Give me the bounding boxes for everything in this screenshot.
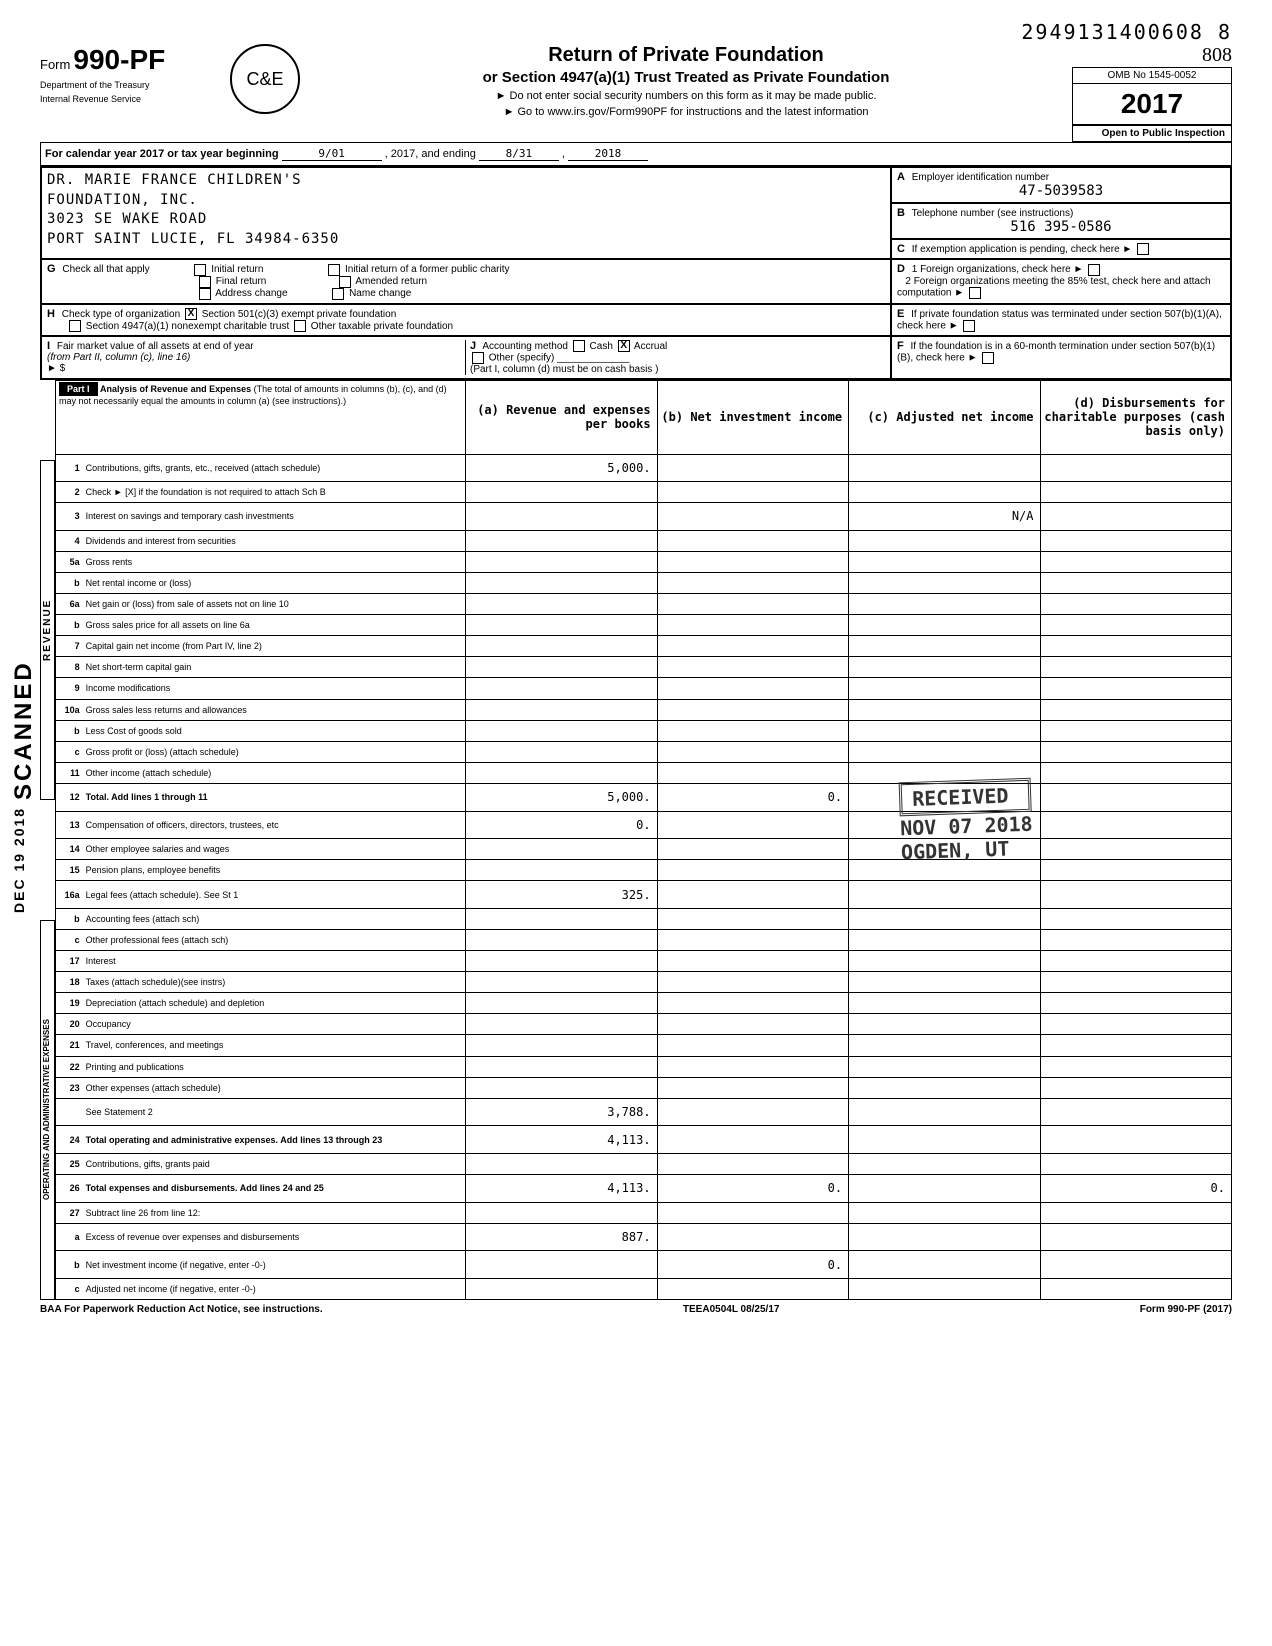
exemption-label: If exemption application is pending, che… — [912, 244, 1120, 255]
initial-return-checkbox[interactable] — [194, 264, 206, 276]
table-row: 11Other income (attach schedule) — [56, 762, 1232, 783]
table-row: 4Dividends and interest from securities — [56, 530, 1232, 551]
table-row: bAccounting fees (attach sch) — [56, 908, 1232, 929]
table-row: cOther professional fees (attach sch) — [56, 929, 1232, 950]
foreign-org-checkbox[interactable] — [1088, 264, 1100, 276]
other-method-checkbox[interactable] — [472, 352, 484, 364]
table-row: cAdjusted net income (if negative, enter… — [56, 1278, 1232, 1300]
table-row: 13Compensation of officers, directors, t… — [56, 811, 1232, 839]
table-row: 26Total expenses and disbursements. Add … — [56, 1175, 1232, 1203]
tracking-number: 2949131400608 8 — [40, 20, 1232, 44]
table-row: aExcess of revenue over expenses and dis… — [56, 1223, 1232, 1251]
inspection-notice: Open to Public Inspection — [1072, 125, 1232, 142]
table-row: 14Other employee salaries and wages — [56, 839, 1232, 860]
footer-mid: TEEA0504L 08/25/17 — [683, 1304, 780, 1315]
admin-side-label: OPERATING AND ADMINISTRATIVE EXPENSES — [40, 920, 55, 1300]
warning-2: ► Go to www.irs.gov/Form990PF for instru… — [310, 106, 1062, 118]
scanned-stamp: SCANNED — [10, 620, 55, 800]
table-row: 23Other expenses (attach schedule) — [56, 1077, 1232, 1098]
table-row: 12Total. Add lines 1 through 115,000.0. — [56, 783, 1232, 811]
warning-1: ► Do not enter social security numbers o… — [310, 90, 1062, 102]
table-row: 27Subtract line 26 from line 12: — [56, 1202, 1232, 1223]
final-return-checkbox[interactable] — [199, 276, 211, 288]
col-a-header: (a) Revenue and expenses per books — [466, 381, 657, 454]
terminated-checkbox[interactable] — [963, 320, 975, 332]
60month-checkbox[interactable] — [982, 352, 994, 364]
table-row: 18Taxes (attach schedule)(see instrs) — [56, 972, 1232, 993]
entity-info-grid: DR. MARIE FRANCE CHILDREN'S FOUNDATION, … — [40, 166, 1232, 380]
table-row: 24Total operating and administrative exp… — [56, 1126, 1232, 1154]
table-row: 5aGross rents — [56, 551, 1232, 572]
col-b-header: (b) Net investment income — [657, 381, 848, 454]
table-row: 1Contributions, gifts, grants, etc., rec… — [56, 454, 1232, 482]
table-row: 8Net short-term capital gain — [56, 657, 1232, 678]
table-row: 22Printing and publications — [56, 1056, 1232, 1077]
cash-checkbox[interactable] — [573, 340, 585, 352]
exemption-checkbox[interactable] — [1137, 243, 1149, 255]
name-change-checkbox[interactable] — [332, 288, 344, 300]
form-header: Form 990-PF Department of the Treasury I… — [40, 44, 1232, 142]
org-name: DR. MARIE FRANCE CHILDREN'S FOUNDATION, … — [47, 171, 885, 249]
footer-right: Form 990-PF (2017) — [1140, 1304, 1232, 1315]
part-label: Part I — [59, 382, 98, 396]
table-row: bLess Cost of goods sold — [56, 720, 1232, 741]
footer-left: BAA For Paperwork Reduction Act Notice, … — [40, 1304, 323, 1315]
table-row: 10aGross sales less returns and allowanc… — [56, 699, 1232, 720]
table-row: 21Travel, conferences, and meetings — [56, 1035, 1232, 1056]
table-row: 17Interest — [56, 951, 1232, 972]
table-row: 3Interest on savings and temporary cash … — [56, 503, 1232, 531]
year-box: OMB No 1545-0052 2017 — [1072, 67, 1232, 125]
phone-label: Telephone number (see instructions) — [912, 208, 1074, 219]
col-c-header: (c) Adjusted net income — [849, 381, 1040, 454]
dept-line1: Department of the Treasury — [40, 80, 220, 90]
table-row: See Statement 23,788. — [56, 1098, 1232, 1126]
form-title: Return of Private Foundation — [310, 44, 1062, 67]
other-taxable-checkbox[interactable] — [294, 320, 306, 332]
table-row: 25Contributions, gifts, grants paid — [56, 1153, 1232, 1174]
table-row: 20Occupancy — [56, 1014, 1232, 1035]
foreign-85-checkbox[interactable] — [969, 287, 981, 299]
4947-checkbox[interactable] — [69, 320, 81, 332]
table-row: 15Pension plans, employee benefits — [56, 860, 1232, 881]
table-row: cGross profit or (loss) (attach schedule… — [56, 741, 1232, 762]
table-row: 16aLegal fees (attach schedule). See St … — [56, 881, 1232, 909]
amended-checkbox[interactable] — [339, 276, 351, 288]
table-row: bNet rental income or (loss) — [56, 572, 1232, 593]
form-number: 990-PF — [73, 44, 165, 75]
accrual-checkbox[interactable]: X — [618, 340, 630, 352]
tax-year: 2017 — [1073, 84, 1231, 124]
phone-value: 516 395-0586 — [897, 219, 1225, 235]
table-row: bGross sales price for all assets on lin… — [56, 615, 1232, 636]
col-d-header: (d) Disbursements for charitable purpose… — [1040, 381, 1231, 454]
analysis-table: Part I Analysis of Revenue and Expenses … — [55, 380, 1232, 1300]
table-row: 7Capital gain net income (from Part IV, … — [56, 636, 1232, 657]
table-row: 19Depreciation (attach schedule) and dep… — [56, 993, 1232, 1014]
footer: BAA For Paperwork Reduction Act Notice, … — [40, 1304, 1232, 1315]
table-row: 9Income modifications — [56, 678, 1232, 699]
form-subtitle: or Section 4947(a)(1) Trust Treated as P… — [310, 69, 1062, 86]
seal-stamp: C&E — [230, 44, 300, 114]
ein-label: Employer identification number — [912, 172, 1049, 183]
handwritten-note: 808 — [1202, 44, 1232, 66]
ein-value: 47-5039583 — [897, 183, 1225, 199]
table-row: 6aNet gain or (loss) from sale of assets… — [56, 594, 1232, 615]
date-side-stamp: DEC 19 2018 — [10, 800, 55, 920]
501c3-checkbox[interactable]: X — [185, 308, 197, 320]
omb-number: OMB No 1545-0052 — [1073, 68, 1231, 84]
table-row: bNet investment income (if negative, ent… — [56, 1251, 1232, 1279]
former-charity-checkbox[interactable] — [328, 264, 340, 276]
table-row: 2Check ► [X] if the foundation is not re… — [56, 482, 1232, 503]
dept-line2: Internal Revenue Service — [40, 94, 220, 104]
address-change-checkbox[interactable] — [199, 288, 211, 300]
calendar-year-row: For calendar year 2017 or tax year begin… — [40, 142, 1232, 166]
form-prefix: Form — [40, 57, 70, 72]
